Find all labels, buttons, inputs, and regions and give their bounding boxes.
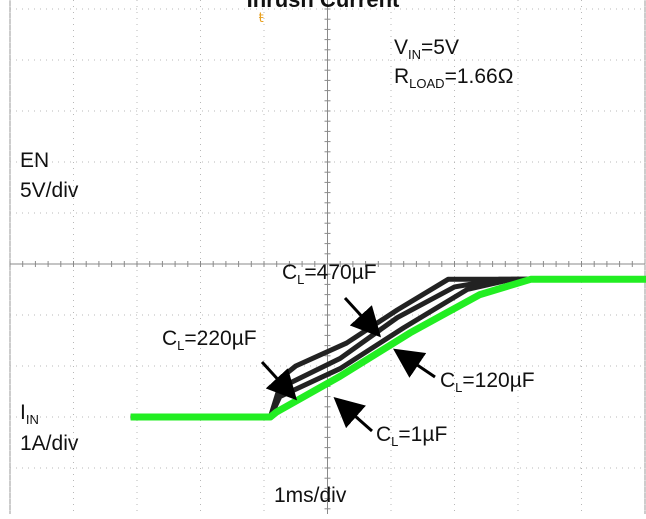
annotation-1uf: CL=1µF	[376, 423, 448, 449]
channel-iin-name: IIN	[20, 401, 39, 427]
channel-en-name: EN	[20, 149, 50, 172]
arrow-1uf	[333, 397, 373, 433]
condition-rload: RLOAD=1.66Ω	[394, 65, 514, 91]
annotation-220uf: CL=220µF	[162, 327, 257, 353]
arrow-220uf	[260, 360, 298, 401]
x-axis-scale: 1ms/div	[274, 484, 347, 507]
annotation-470uf: CL=470µF	[282, 261, 377, 287]
channel-en-scale: 5V/div	[20, 179, 79, 202]
chart-title: Inrush Current	[0, 0, 646, 13]
arrow-470uf	[343, 296, 382, 338]
iin-trace	[130, 275, 646, 421]
annotation-120uf: CL=120µF	[440, 369, 535, 395]
trigger-marker: ŧ	[259, 11, 264, 26]
arrow-120uf	[393, 348, 436, 379]
condition-vin: VIN=5V	[394, 36, 459, 62]
channel-iin-scale: 1A/div	[20, 432, 79, 455]
